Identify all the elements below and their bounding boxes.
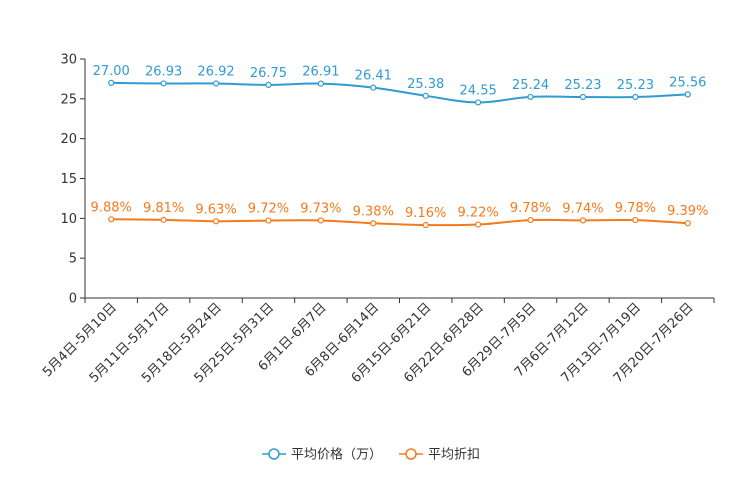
data-label: 9.63%	[195, 202, 236, 217]
data-label: 25.38	[407, 77, 444, 92]
series-layer: 27.00 26.93 26.92 26.75 26.91 26.41 25.38 24.55…	[91, 64, 708, 229]
data-label: 26.93	[145, 64, 182, 79]
data-point[interactable]	[422, 221, 429, 229]
data-point[interactable]	[265, 217, 272, 224]
data-label: 26.75	[250, 66, 287, 81]
series-line	[111, 81, 688, 104]
data-point[interactable]	[579, 93, 587, 101]
series-1: 27.00 26.93 26.92 26.75 26.91 26.41 25.38 24.55…	[93, 64, 706, 106]
data-point[interactable]	[108, 79, 115, 87]
y-tick-label: 10	[60, 212, 77, 227]
data-label: 9.22%	[457, 206, 498, 221]
data-point[interactable]	[632, 216, 639, 224]
data-point[interactable]	[632, 93, 639, 101]
data-point[interactable]	[317, 80, 324, 87]
data-point[interactable]	[212, 80, 220, 87]
data-label: 9.74%	[562, 201, 603, 216]
y-tick-label: 25	[60, 92, 77, 107]
data-label: 27.00	[93, 64, 130, 79]
legend-marker-icon	[268, 448, 280, 460]
data-point[interactable]	[527, 93, 534, 101]
data-point[interactable]	[317, 217, 324, 224]
data-label: 26.91	[302, 65, 339, 80]
data-label: 9.78%	[510, 201, 551, 216]
data-point[interactable]	[527, 216, 534, 224]
data-label: 9.81%	[143, 201, 184, 216]
legend-item-2[interactable]: 平均折扣	[399, 448, 480, 463]
data-point[interactable]	[265, 81, 272, 88]
y-tick-label: 20	[60, 132, 77, 147]
data-label: 25.23	[564, 78, 601, 93]
data-label: 24.55	[460, 83, 497, 98]
data-label: 9.72%	[248, 202, 289, 217]
data-point[interactable]	[422, 92, 429, 99]
data-label: 26.92	[197, 65, 234, 80]
data-label: 9.78%	[615, 201, 656, 216]
data-label: 25.24	[512, 78, 549, 93]
data-point[interactable]	[370, 84, 377, 91]
data-label: 9.16%	[405, 206, 446, 221]
data-point[interactable]	[475, 99, 482, 106]
data-point[interactable]	[684, 91, 691, 98]
data-point[interactable]	[579, 217, 587, 224]
data-point[interactable]	[108, 216, 115, 223]
data-point[interactable]	[684, 220, 691, 227]
legend-label: 平均折扣	[428, 448, 480, 463]
data-label: 26.41	[355, 69, 392, 84]
y-tick-label: 15	[60, 172, 77, 187]
data-label: 9.38%	[353, 204, 394, 219]
legend[interactable]: 平均价格（万） 平均折扣	[262, 447, 480, 463]
series-line	[111, 218, 688, 227]
data-label: 25.23	[617, 78, 654, 93]
data-point[interactable]	[212, 218, 220, 225]
legend-marker-icon	[405, 448, 417, 460]
series-2: 9.88% 9.81% 9.63% 9.72% 9.73% 9.38% 9.16% 9.22%…	[91, 200, 708, 229]
data-label: 25.56	[669, 75, 706, 90]
legend-label: 平均价格（万）	[291, 447, 382, 463]
data-label: 9.39%	[667, 204, 708, 219]
data-point[interactable]	[370, 220, 377, 227]
data-point[interactable]	[475, 221, 482, 228]
data-point[interactable]	[160, 80, 167, 87]
data-point[interactable]	[160, 216, 167, 223]
data-label: 9.73%	[300, 201, 341, 216]
legend-item-1[interactable]: 平均价格（万）	[262, 447, 382, 463]
y-tick-label: 0	[69, 292, 77, 307]
y-tick-label: 5	[69, 252, 77, 267]
data-label: 9.88%	[91, 200, 132, 215]
y-tick-label: 30	[60, 53, 77, 68]
